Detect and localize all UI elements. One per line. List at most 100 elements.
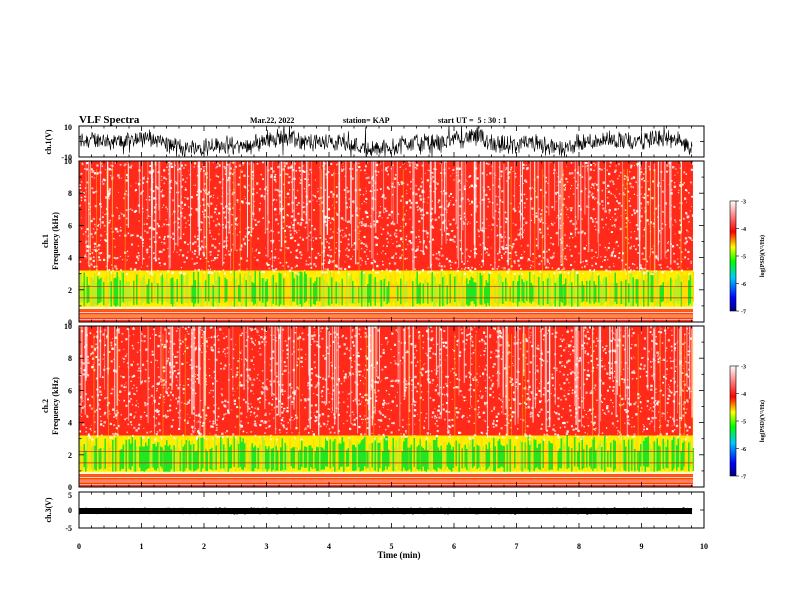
spectrogram-speckle	[120, 375, 122, 377]
spectrogram-speckle	[481, 395, 484, 398]
spectrogram-speckle	[260, 271, 263, 274]
spectrogram-low-band-column	[184, 282, 186, 304]
spectrogram-speckle	[242, 239, 245, 241]
spectrogram-speckle	[328, 208, 331, 211]
spectrogram-speckle	[396, 391, 399, 393]
spectrogram-speckle	[623, 368, 625, 370]
spectrogram-speckle	[560, 209, 563, 211]
spectrogram-speckle	[214, 238, 217, 240]
spectrogram-speckle	[474, 408, 477, 411]
spectrogram-low-band-column	[428, 285, 430, 303]
spectrogram-speckle	[216, 435, 219, 439]
spectrogram-speckle	[674, 429, 676, 431]
spectrogram-speckle	[542, 257, 545, 259]
spectrogram-speckle	[546, 227, 549, 230]
spectrogram-speckle	[684, 211, 688, 214]
spectrogram-speckle	[619, 227, 622, 231]
spectrogram-speckle	[512, 355, 514, 357]
spectrogram-speckle	[588, 326, 592, 329]
spectrogram-speckle	[156, 187, 160, 190]
spectrogram-low-band-column	[634, 448, 636, 472]
spectrogram-speckle	[449, 223, 452, 226]
spectrogram-speckle	[440, 191, 442, 193]
spectrogram-speckle	[292, 227, 294, 229]
spectrogram-low-band-column	[454, 276, 456, 303]
spectrogram-speckle	[481, 199, 483, 201]
spectrogram-speckle	[110, 360, 113, 363]
spectrogram-low-band-column	[217, 443, 219, 468]
spectrogram-low-band-column	[164, 445, 166, 472]
spectrogram-low-band-column	[103, 282, 105, 306]
spectrogram-speckle	[114, 162, 117, 164]
spectrogram-speckle	[459, 189, 461, 191]
spectrogram-low-band-column	[184, 444, 186, 472]
spectrogram-low-band-column	[205, 448, 207, 471]
spectrogram-speckle	[308, 184, 311, 186]
spectrogram-speckle	[421, 269, 425, 272]
spectrogram-speckle	[601, 189, 604, 192]
spectrogram-speckle	[608, 212, 610, 214]
spectrogram-speckle	[410, 231, 413, 234]
spectrogram-speckle	[226, 409, 230, 412]
spectrogram-low-band-column	[322, 447, 324, 470]
spectrogram-speckle	[572, 352, 574, 354]
spectrogram-speckle	[447, 203, 450, 206]
spectrogram-speckle	[307, 178, 309, 181]
spectrogram-speckle	[669, 267, 672, 270]
spectrogram-low-band-column	[569, 271, 571, 305]
spectrogram-speckle	[511, 245, 514, 248]
spectrogram-speckle	[513, 195, 515, 197]
spectrogram-speckle	[312, 237, 314, 239]
spectrogram-low-band-column	[148, 438, 150, 469]
spectrogram-speckle	[425, 352, 427, 355]
spectrogram-low-band-column	[209, 449, 211, 470]
spectrogram-speckle	[415, 184, 417, 186]
spectrogram-speckle	[312, 433, 316, 436]
spectrogram-speckle	[506, 217, 509, 221]
spectrogram-speckle	[546, 205, 548, 208]
spectrogram-low-band-column	[557, 450, 559, 471]
spectrogram-speckle	[357, 363, 359, 366]
spectrogram-low-band-column	[499, 438, 501, 469]
spectrogram-speckle	[344, 232, 346, 234]
spectrogram-speckle	[496, 224, 498, 227]
spectrogram-speckle	[291, 432, 293, 434]
spectrogram-low-band-column	[308, 445, 310, 472]
spectrogram-speckle	[284, 340, 287, 342]
spectrogram-speckle	[491, 436, 493, 438]
spectrogram-low-band-column	[260, 278, 262, 307]
spectrogram-yellow-streak	[645, 169, 647, 306]
spectrogram-low-band-column	[337, 444, 339, 472]
spectrogram-low-band-column	[544, 285, 546, 302]
spectrogram-speckle	[335, 212, 337, 214]
spectrogram-speckle	[258, 436, 261, 438]
spectrogram-speckle	[456, 416, 459, 419]
spectrogram-speckle	[310, 266, 313, 269]
spectrogram-speckle	[381, 195, 384, 198]
spectrogram-speckle	[119, 390, 122, 393]
spectrogram-speckle	[492, 391, 495, 393]
spectrogram-speckle	[294, 230, 297, 232]
spectrogram-low-band-column	[190, 444, 192, 471]
spectrogram-speckle	[282, 227, 284, 229]
spectrogram-speckle	[375, 174, 378, 176]
spectrogram-speckle	[299, 182, 302, 184]
spectrogram-speckle	[488, 376, 491, 379]
spectrogram-low-band-column	[203, 440, 205, 469]
spectrogram-speckle	[557, 405, 560, 408]
spectrogram-low-band-column	[383, 438, 385, 471]
spectrogram-streak	[375, 161, 377, 233]
spectrogram-speckle	[109, 436, 112, 439]
spectrogram-low-band-column	[386, 435, 388, 470]
spectrogram-speckle	[531, 187, 533, 189]
spectrogram-speckle	[415, 236, 417, 239]
spectrogram-speckle	[82, 164, 84, 166]
spectrogram-speckle	[643, 180, 646, 182]
spectrogram-low-band-column	[263, 439, 265, 471]
spectrogram-speckle	[337, 163, 339, 165]
spectrogram-low-band-column	[601, 283, 603, 306]
spectrogram-speckle	[651, 248, 653, 250]
spectrogram-speckle	[446, 227, 449, 230]
spectrogram-speckle	[478, 411, 480, 414]
spectrogram-speckle	[94, 349, 97, 352]
